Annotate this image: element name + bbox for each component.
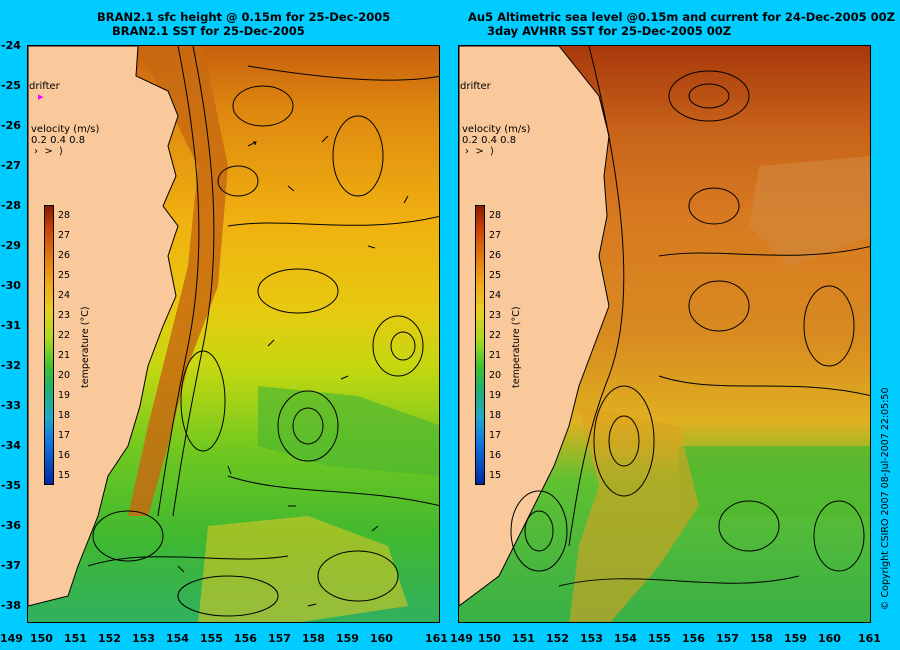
right-title-line1: Au5 Altimetric sea level @0.15m and curr… xyxy=(468,10,895,24)
velocity-arrows xyxy=(177,135,409,607)
x-tick: 157 xyxy=(268,632,291,645)
right-map-svg xyxy=(459,46,870,622)
colorbar-tick: 20 xyxy=(489,370,502,381)
colorbar-tick: 18 xyxy=(58,410,71,421)
copyright-text: © Copyright CSIRO 2007 08-Jul-2007 22:05… xyxy=(880,387,891,610)
colorbar-tick: 17 xyxy=(58,430,71,441)
x-tick: 152 xyxy=(98,632,121,645)
x-tick: 153 xyxy=(132,632,155,645)
x-tick: 150 xyxy=(478,632,501,645)
x-tick: 158 xyxy=(302,632,325,645)
x-tick: 150 xyxy=(30,632,53,645)
x-tick: 156 xyxy=(234,632,257,645)
colorbar-tick: 19 xyxy=(489,390,502,401)
colorbar-tick: 28 xyxy=(58,210,71,221)
y-tick: -35 xyxy=(1,479,21,492)
x-tick: 149 xyxy=(450,632,473,645)
x-tick: 151 xyxy=(512,632,535,645)
colorbar-tick: 23 xyxy=(489,310,502,321)
y-tick: -25 xyxy=(1,79,21,92)
left-title-line1: BRAN2.1 sfc height @ 0.15m for 25-Dec-20… xyxy=(97,10,391,24)
colorbar-tick: 25 xyxy=(489,270,502,281)
x-tick: 159 xyxy=(336,632,359,645)
y-tick: -33 xyxy=(1,399,21,412)
left-colorbar xyxy=(44,205,54,485)
left-map-svg xyxy=(28,46,439,622)
colorbar-tick: 16 xyxy=(489,450,502,461)
velocity-arrow-icon: › > ⟩ xyxy=(34,146,63,157)
colorbar-tick: 22 xyxy=(58,330,71,341)
colorbar-tick: 21 xyxy=(58,350,71,361)
velocity-label: velocity (m/s) xyxy=(462,124,531,135)
x-tick: 151 xyxy=(64,632,87,645)
colorbar-tick: 15 xyxy=(58,470,71,481)
colorbar-tick: 24 xyxy=(489,290,502,301)
y-tick: -34 xyxy=(1,439,21,452)
velocity-scale: 0.2 0.4 0.8 xyxy=(31,135,86,146)
velocity-label: velocity (m/s) xyxy=(31,124,100,135)
x-tick: 161 xyxy=(858,632,881,645)
y-tick: -36 xyxy=(1,519,21,532)
colorbar-tick: 24 xyxy=(58,290,71,301)
right-colorbar-label: temperature (°C) xyxy=(511,306,522,388)
x-tick: 157 xyxy=(716,632,739,645)
colorbar-tick: 28 xyxy=(489,210,502,221)
x-tick: 154 xyxy=(614,632,637,645)
x-tick: 155 xyxy=(200,632,223,645)
colorbar-tick: 26 xyxy=(58,250,71,261)
colorbar-tick: 21 xyxy=(489,350,502,361)
colorbar-tick: 26 xyxy=(489,250,502,261)
left-colorbar-label: temperature (°C) xyxy=(80,306,91,388)
right-map-panel xyxy=(458,45,871,623)
x-tick: 149 xyxy=(0,632,23,645)
colorbar-tick: 18 xyxy=(489,410,502,421)
y-tick: -37 xyxy=(1,559,21,572)
colorbar-tick: 22 xyxy=(489,330,502,341)
x-tick: 155 xyxy=(648,632,671,645)
colorbar-tick: 16 xyxy=(58,450,71,461)
colorbar-tick: 19 xyxy=(58,390,71,401)
y-tick: -26 xyxy=(1,119,21,132)
colorbar-tick: 27 xyxy=(58,230,71,241)
x-tick: 154 xyxy=(166,632,189,645)
y-tick: -30 xyxy=(1,279,21,292)
colorbar-tick: 23 xyxy=(58,310,71,321)
right-title-line2: 3day AVHRR SST for 25-Dec-2005 00Z xyxy=(487,24,732,38)
x-tick: 158 xyxy=(750,632,773,645)
drifter-label: drifter xyxy=(29,81,60,92)
y-tick: -28 xyxy=(1,199,21,212)
velocity-arrow-icon: › > ⟩ xyxy=(465,146,494,157)
colorbar-tick: 27 xyxy=(489,230,502,241)
x-tick: 159 xyxy=(784,632,807,645)
y-tick: -29 xyxy=(1,239,21,252)
x-tick: 156 xyxy=(682,632,705,645)
left-map-panel xyxy=(27,45,440,623)
colorbar-tick: 15 xyxy=(489,470,502,481)
y-tick: -27 xyxy=(1,159,21,172)
y-tick: -31 xyxy=(1,319,21,332)
colorbar-tick: 20 xyxy=(58,370,71,381)
drifter-icon: ▸ xyxy=(38,90,44,103)
velocity-scale: 0.2 0.4 0.8 xyxy=(462,135,517,146)
right-colorbar xyxy=(475,205,485,485)
x-tick: 160 xyxy=(818,632,841,645)
drifter-label: drifter xyxy=(460,81,491,92)
x-tick: 153 xyxy=(580,632,603,645)
y-tick: -24 xyxy=(1,39,21,52)
colorbar-tick: 25 xyxy=(58,270,71,281)
x-tick: 160 xyxy=(370,632,393,645)
y-tick: -38 xyxy=(1,599,21,612)
x-tick: 161 xyxy=(425,632,448,645)
y-tick: -32 xyxy=(1,359,21,372)
left-title-line2: BRAN2.1 SST for 25-Dec-2005 xyxy=(112,24,305,38)
colorbar-tick: 17 xyxy=(489,430,502,441)
x-tick: 152 xyxy=(546,632,569,645)
